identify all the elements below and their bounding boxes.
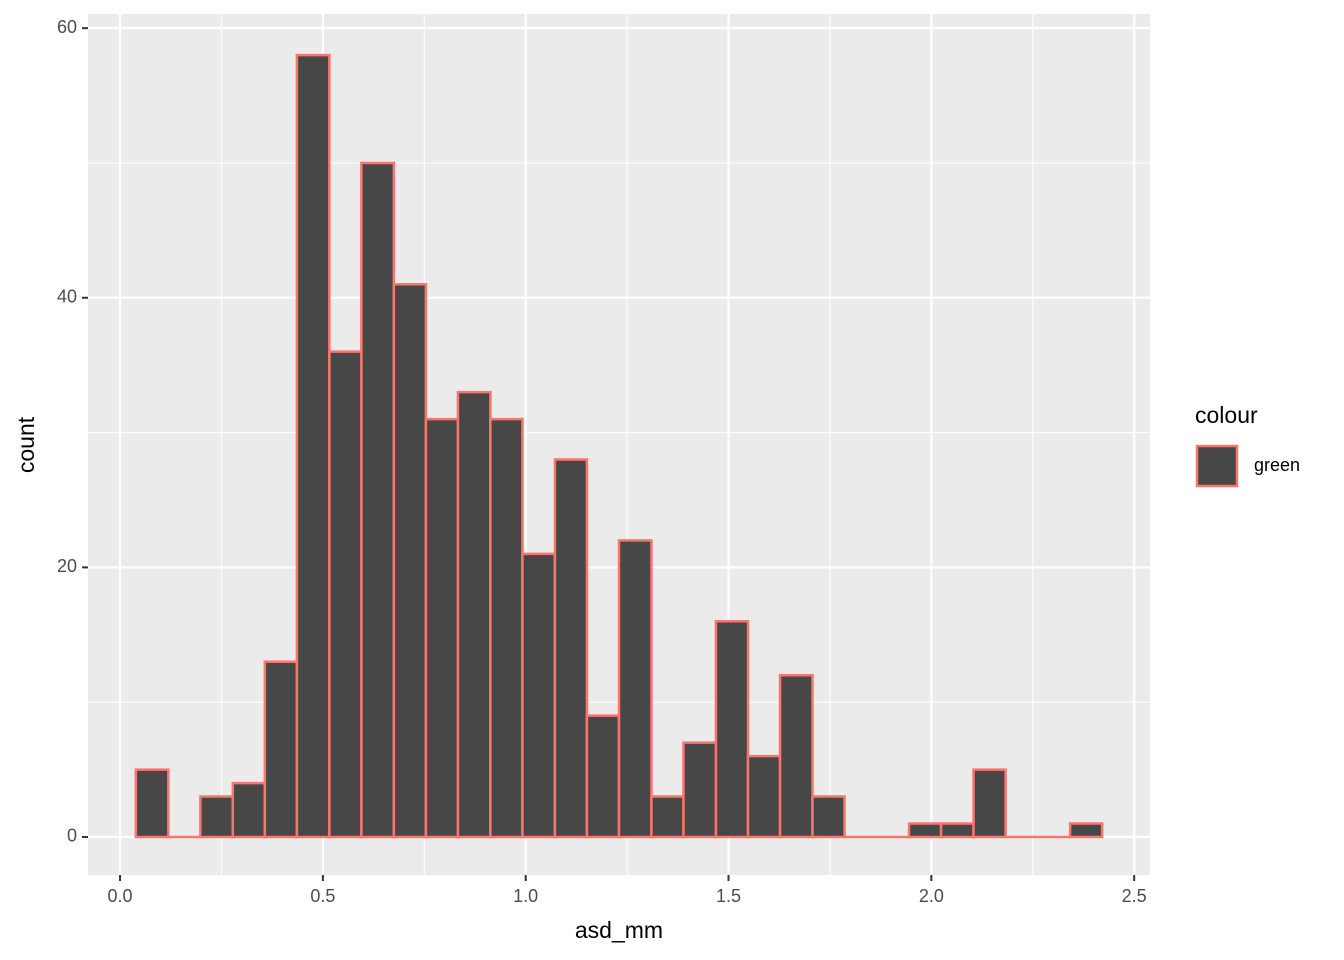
x-axis-title: asd_mm: [575, 917, 663, 943]
bar: [939, 822, 975, 839]
bar: [585, 714, 621, 839]
x-tick-label: 0.0: [108, 886, 133, 906]
x-tick-label: 1.5: [716, 886, 741, 906]
bar: [907, 822, 943, 839]
bar: [134, 768, 170, 839]
bar: [778, 673, 814, 839]
bar: [392, 283, 428, 839]
y-tick-label: 0: [67, 826, 77, 846]
bar: [199, 795, 235, 839]
bar: [263, 660, 299, 839]
bar: [521, 552, 557, 839]
bar: [972, 768, 1007, 839]
bar: [328, 350, 363, 839]
bar: [1068, 822, 1104, 839]
bar: [360, 161, 396, 839]
bar: [456, 390, 492, 839]
bar: [714, 620, 750, 839]
bar: [682, 741, 718, 839]
bar: [231, 781, 267, 839]
x-tick-label: 1.0: [513, 886, 538, 906]
bar: [295, 53, 331, 839]
bar: [424, 417, 460, 839]
y-tick-label: 60: [57, 17, 77, 37]
y-tick-label: 40: [57, 287, 77, 307]
bar: [746, 754, 782, 839]
bar: [650, 795, 685, 839]
bar: [811, 795, 846, 839]
x-tick-label: 2.5: [1122, 886, 1147, 906]
x-tick-label: 2.0: [919, 886, 944, 906]
bar: [617, 539, 653, 839]
legend-key: [1195, 444, 1239, 488]
legend-label: green: [1254, 455, 1300, 475]
y-axis-title: count: [13, 416, 39, 473]
y-tick-label: 20: [57, 556, 77, 576]
legend-title: colour: [1195, 402, 1258, 428]
bar: [553, 458, 589, 839]
bar: [489, 417, 524, 839]
x-tick-label: 0.5: [310, 886, 335, 906]
